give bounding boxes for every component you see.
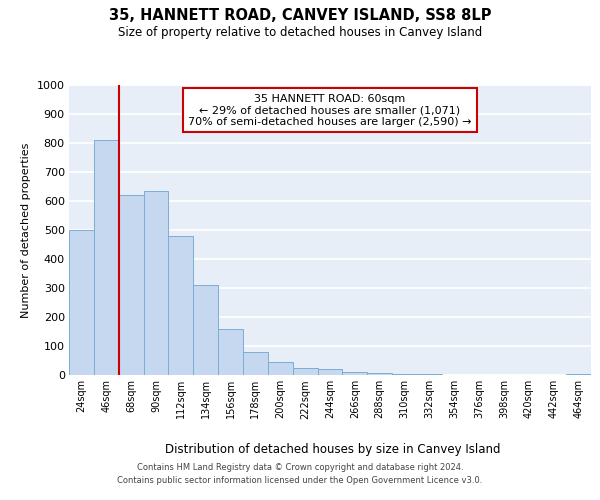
- Bar: [169, 236, 193, 375]
- Bar: [392, 374, 417, 375]
- Bar: [243, 352, 268, 375]
- Text: 35 HANNETT ROAD: 60sqm
← 29% of detached houses are smaller (1,071)
70% of semi-: 35 HANNETT ROAD: 60sqm ← 29% of detached…: [188, 94, 472, 127]
- Bar: [367, 372, 392, 375]
- Bar: [417, 374, 442, 375]
- Bar: [566, 374, 591, 375]
- Bar: [268, 362, 293, 375]
- Text: Distribution of detached houses by size in Canvey Island: Distribution of detached houses by size …: [165, 442, 501, 456]
- Y-axis label: Number of detached properties: Number of detached properties: [21, 142, 31, 318]
- Bar: [317, 369, 343, 375]
- Text: Contains HM Land Registry data © Crown copyright and database right 2024.
Contai: Contains HM Land Registry data © Crown c…: [118, 464, 482, 485]
- Bar: [94, 140, 119, 375]
- Bar: [218, 328, 243, 375]
- Bar: [119, 195, 143, 375]
- Text: 35, HANNETT ROAD, CANVEY ISLAND, SS8 8LP: 35, HANNETT ROAD, CANVEY ISLAND, SS8 8LP: [109, 8, 491, 22]
- Bar: [293, 368, 317, 375]
- Bar: [69, 230, 94, 375]
- Text: Size of property relative to detached houses in Canvey Island: Size of property relative to detached ho…: [118, 26, 482, 39]
- Bar: [343, 372, 367, 375]
- Bar: [143, 191, 169, 375]
- Bar: [193, 285, 218, 375]
